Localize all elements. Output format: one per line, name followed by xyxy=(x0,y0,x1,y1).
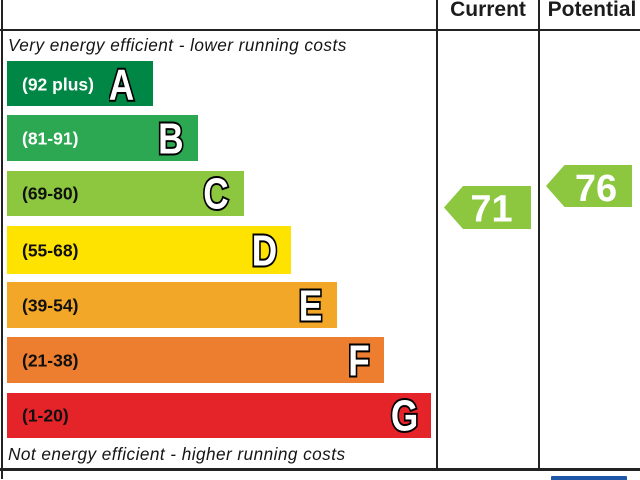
svg-text:B: B xyxy=(158,116,183,160)
svg-text:G: G xyxy=(391,393,418,437)
svg-text:76: 76 xyxy=(574,168,616,207)
svg-text:A: A xyxy=(109,62,134,106)
svg-text:71: 71 xyxy=(470,189,512,230)
svg-text:F: F xyxy=(349,338,371,382)
svg-text:C: C xyxy=(204,171,229,215)
svg-text:E: E xyxy=(299,283,322,327)
svg-text:D: D xyxy=(252,228,277,272)
